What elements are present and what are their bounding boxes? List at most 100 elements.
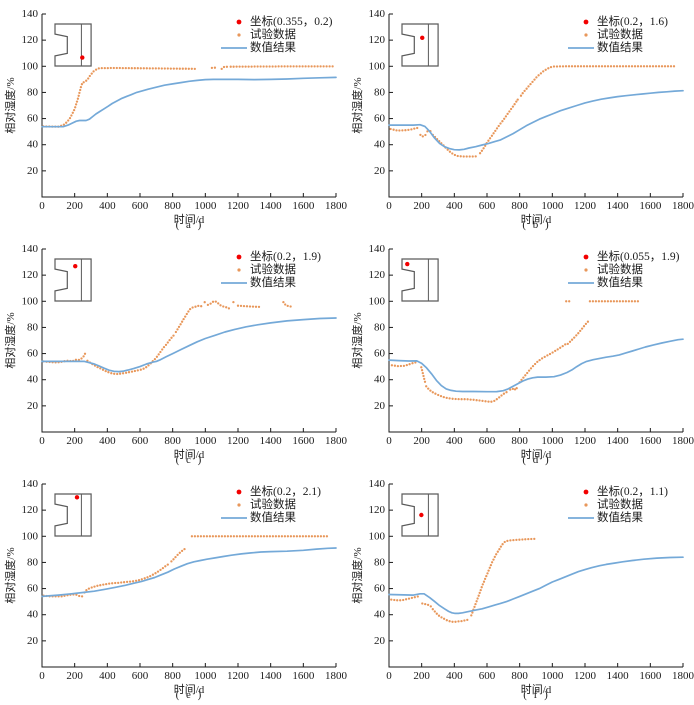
y-tick-label: 120 <box>369 504 386 516</box>
legend-experimental-marker <box>584 268 588 272</box>
x-tick-label: 1400 <box>607 200 630 212</box>
y-tick-label: 80 <box>374 321 386 333</box>
y-tick-label: 140 <box>369 243 386 255</box>
y-tick-label: 40 <box>27 609 39 621</box>
x-tick-label: 0 <box>386 435 392 447</box>
x-tick-label: 0 <box>39 435 45 447</box>
x-tick-label: 1400 <box>260 435 283 447</box>
subplot-e-caption: ( e ) <box>175 689 204 701</box>
y-tick-label: 80 <box>374 86 386 98</box>
subplot-e-canvas: 0 200 400 600 800 1000 1200 1400 1600 1800 20 40 60 8… <box>3 478 347 696</box>
y-axis-title: 相对湿度/% <box>350 547 364 603</box>
subplot-f-canvas: 0 200 400 600 800 1000 1200 1400 1600 1800 20 40 60 8… <box>350 478 694 696</box>
x-tick-label: 0 <box>39 200 45 212</box>
y-axis-title: 相对湿度/% <box>3 77 17 133</box>
y-axis: 20 40 60 80 100 120 140 <box>369 8 393 177</box>
x-axis: 0 200 400 600 800 1000 1200 1400 1600 1800 <box>39 663 347 682</box>
y-tick-label: 140 <box>22 8 39 20</box>
legend-experimental-label: 试验数据 <box>597 262 643 276</box>
legend-coordinate-marker <box>583 489 589 495</box>
x-tick-label: 400 <box>99 670 116 682</box>
subplot-f: 0 200 400 600 800 1000 1200 1400 1600 1800 20 40 60 8… <box>347 470 694 705</box>
x-tick-label: 1800 <box>672 670 694 682</box>
y-tick-label: 60 <box>27 113 39 125</box>
legend-experimental-label: 试验数据 <box>597 497 643 511</box>
inset-cross-section <box>54 258 92 302</box>
subplot-b-canvas: 0 200 400 600 800 1000 1200 1400 1600 1800 20 40 60 8… <box>350 8 694 226</box>
x-tick-label: 600 <box>132 200 149 212</box>
x-axis: 0 200 400 600 800 1000 1200 1400 1600 1800 <box>39 193 347 212</box>
experimental-data-series <box>390 300 640 403</box>
legend-coordinate-label: 坐标(0.355，0.2) <box>250 15 333 28</box>
x-tick-label: 1600 <box>292 435 315 447</box>
y-axis-title: 相对湿度/% <box>3 312 17 368</box>
y-tick-label: 80 <box>27 86 39 98</box>
x-tick-label: 1600 <box>639 670 662 682</box>
x-tick-label: 400 <box>99 435 116 447</box>
y-tick-label: 60 <box>27 583 39 595</box>
x-tick-label: 1000 <box>194 670 217 682</box>
numerical-result-line <box>41 76 337 128</box>
y-tick-label: 140 <box>22 243 39 255</box>
subplot-a-caption: ( a ) <box>175 219 204 231</box>
y-tick-label: 40 <box>27 374 39 386</box>
y-tick-label: 60 <box>27 348 39 360</box>
x-tick-label: 200 <box>66 670 83 682</box>
subplot-a: 0 200 400 600 800 1000 1200 1400 1600 1800 20 40 60 8… <box>0 0 347 235</box>
x-tick-label: 1800 <box>325 200 347 212</box>
y-tick-label: 100 <box>22 295 39 307</box>
y-axis: 20 40 60 80 100 120 140 <box>22 243 46 412</box>
x-tick-label: 1400 <box>260 200 283 212</box>
x-tick-label: 400 <box>446 435 463 447</box>
x-tick-label: 1200 <box>574 670 597 682</box>
inset-coordinate-dot <box>405 261 410 267</box>
x-tick-label: 1000 <box>541 435 564 447</box>
legend-coordinate-marker <box>236 489 242 495</box>
experimental-data-series <box>42 535 329 598</box>
y-axis: 20 40 60 80 100 120 140 <box>22 478 46 647</box>
x-axis: 0 200 400 600 800 1000 1200 1400 1600 1800 <box>386 663 694 682</box>
legend-coordinate-marker <box>236 254 242 260</box>
y-axis-title: 相对湿度/% <box>350 312 364 368</box>
x-tick-label: 1000 <box>194 200 217 212</box>
y-tick-label: 80 <box>27 321 39 333</box>
x-tick-label: 1000 <box>541 200 564 212</box>
x-tick-label: 0 <box>386 670 392 682</box>
inset-coordinate-dot <box>74 495 80 500</box>
y-tick-label: 100 <box>369 295 386 307</box>
x-tick-label: 600 <box>479 200 496 212</box>
y-tick-label: 40 <box>27 139 39 151</box>
legend-coordinate-label: 坐标(0.055，1.9) <box>597 250 680 263</box>
x-tick-label: 800 <box>511 670 528 682</box>
x-tick-label: 800 <box>164 670 181 682</box>
y-tick-label: 20 <box>374 635 386 647</box>
x-tick-label: 200 <box>413 200 430 212</box>
x-axis: 0 200 400 600 800 1000 1200 1400 1600 1800 <box>386 428 694 447</box>
y-tick-label: 120 <box>22 34 39 46</box>
subplot-b: 0 200 400 600 800 1000 1200 1400 1600 1800 20 40 60 8… <box>347 0 694 235</box>
x-tick-label: 400 <box>99 200 116 212</box>
legend-numerical-label: 数值结果 <box>597 510 643 524</box>
legend-experimental-marker <box>584 503 588 507</box>
legend-experimental-label: 试验数据 <box>250 262 296 276</box>
inset-outline <box>54 258 92 302</box>
y-axis: 20 40 60 80 100 120 140 <box>369 478 393 647</box>
inset-cross-section <box>54 23 92 67</box>
x-axis-title: 时间/d <box>174 213 205 226</box>
y-tick-label: 80 <box>27 556 39 568</box>
x-tick-label: 1800 <box>672 200 694 212</box>
experimental-data-series <box>42 65 334 128</box>
legend-numerical-label: 数值结果 <box>597 275 643 289</box>
legend-coordinate-marker <box>583 254 589 260</box>
y-tick-label: 100 <box>22 60 39 72</box>
numerical-result-line <box>388 338 684 393</box>
x-tick-label: 800 <box>511 435 528 447</box>
x-axis-title: 时间/d <box>174 448 205 461</box>
y-tick-label: 80 <box>374 556 386 568</box>
x-tick-label: 1800 <box>672 435 694 447</box>
legend-coordinate-label: 坐标(0.2，1.9) <box>250 250 321 263</box>
subplot-b-caption: ( b ) <box>522 219 551 231</box>
